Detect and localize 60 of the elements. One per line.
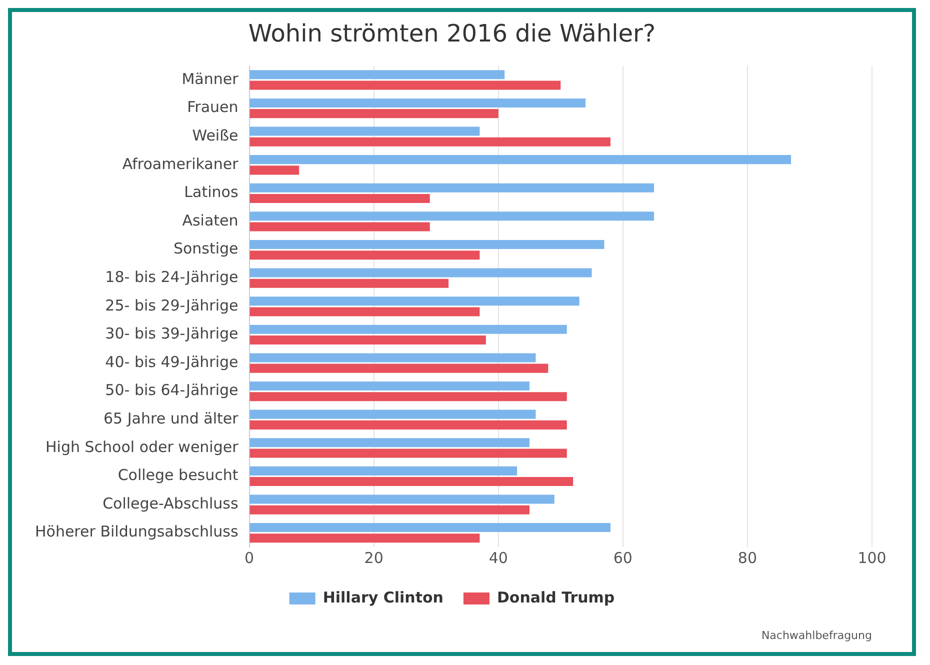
x-tick-label: 20 [364,548,384,567]
bar [250,296,580,306]
bar [250,166,300,175]
y-tick-label: College besucht [118,466,238,484]
y-tick-label: College-Abschluss [102,494,238,512]
bar [250,353,536,362]
bar [250,523,610,532]
y-tick-label: 25- bis 29-Jährige [105,296,238,314]
legend-label: Hillary Clinton [322,588,444,606]
bar [250,364,548,373]
bar [250,534,480,543]
y-tick-label: Weiße [192,126,238,144]
y-tick-label: Latinos [184,183,238,202]
y-tick-label: Männer [182,70,240,88]
bar [250,336,486,345]
bar [250,410,536,419]
bar [250,307,480,316]
bar [250,80,561,90]
y-tick-label: 30- bis 39-Jährige [105,324,238,343]
bar [250,392,567,402]
y-tick-label: Asiaten [182,211,238,230]
bar [250,126,480,136]
y-tick-label: 50- bis 64-Jährige [105,381,238,400]
bar [250,222,430,232]
bar [250,324,567,334]
y-tick-label: Frauen [187,98,238,116]
bar [250,212,654,221]
bar [250,250,480,260]
x-tick-label: 0 [244,548,254,567]
bar [250,466,518,476]
text: Nachwahlbefragung [761,629,872,642]
bar [250,448,567,458]
y-tick-label: 40- bis 49-Jährige [105,352,238,371]
y-tick-label: High School oder weniger [46,438,240,456]
x-tick-label: 100 [858,548,886,567]
y-tick-label: Höherer Bildungsabschluss [34,522,238,541]
bar [250,477,574,486]
bar [250,183,654,192]
bar [250,494,554,504]
bar [250,194,430,203]
bar [250,505,530,514]
bar [250,438,530,448]
x-tick-label: 80 [738,548,757,567]
bar [250,278,449,288]
x-tick-label: 60 [613,548,632,567]
bar [250,98,586,108]
x-tick-label: 40 [488,548,508,567]
bar [250,240,604,249]
bar [250,420,567,430]
bar [250,382,530,391]
y-tick-label: 18- bis 24-Jährige [105,268,238,286]
bar [250,155,792,164]
bar [250,70,505,80]
bar [250,109,498,118]
bar [250,137,610,146]
chart-title: Wohin strömten 2016 die Wähler? [248,20,656,48]
y-tick-label: Sonstige [173,240,238,258]
bar [250,268,592,278]
y-tick-label: 65 Jahre und älter [104,410,240,428]
y-tick-label: Afroamerikaner [122,154,240,173]
